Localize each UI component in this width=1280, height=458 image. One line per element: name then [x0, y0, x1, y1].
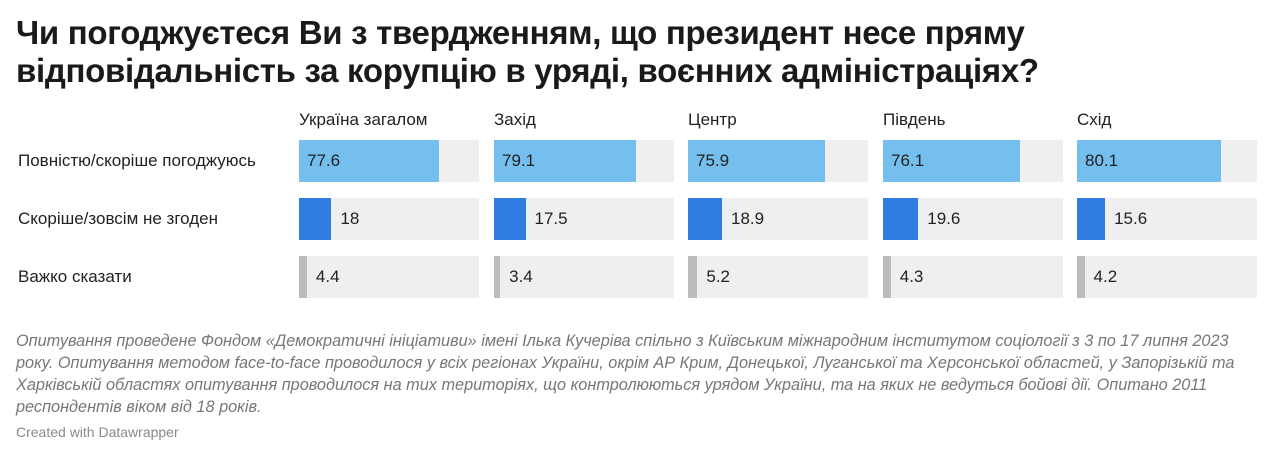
- data-label: 18.9: [731, 209, 765, 228]
- bar: [299, 140, 439, 182]
- bar-track: 4.4: [299, 256, 479, 298]
- chart-area: Повністю/скоріше погоджуюсь Скоріше/зовсі…: [0, 100, 1280, 310]
- bar-track: 4.3: [883, 256, 1063, 298]
- bar: [494, 198, 526, 240]
- row-label: Скоріше/зовсім не згоден: [18, 209, 219, 228]
- bar-track: 3.4: [494, 256, 674, 298]
- data-label: 19.6: [927, 209, 961, 228]
- bar-track: 18.9: [688, 198, 868, 240]
- panel-header: Захід: [494, 110, 536, 129]
- data-label: 5.2: [706, 267, 730, 286]
- chart-note: Опитування проведене Фондом «Демократичн…: [16, 332, 1235, 416]
- bar-track: 19.6: [883, 198, 1063, 240]
- bar: [1077, 198, 1106, 240]
- row-label: Важко сказати: [18, 267, 132, 286]
- bar: [1077, 256, 1085, 298]
- bar: [299, 256, 307, 298]
- panel-header: Україна загалом: [299, 110, 428, 129]
- bar: [688, 256, 698, 298]
- panel-header: Центр: [688, 110, 737, 129]
- datawrapper-credit: Created with Datawrapper: [16, 424, 179, 440]
- row-label: Повністю/скоріше погоджуюсь: [18, 151, 256, 170]
- data-label: 75.9: [696, 151, 730, 170]
- data-label: 4.4: [315, 267, 340, 286]
- bar-track: 80.1: [1077, 140, 1257, 182]
- panel-header: Південь: [883, 110, 946, 129]
- bar: [688, 140, 825, 182]
- bar: [494, 256, 501, 298]
- data-label: 77.6: [307, 151, 341, 170]
- data-label: 17.5: [534, 209, 568, 228]
- bar: [883, 140, 1020, 182]
- data-label: 15.6: [1114, 209, 1148, 228]
- bar: [883, 256, 891, 298]
- bar-track: 18: [299, 198, 479, 240]
- bar: [299, 198, 332, 240]
- bar-track: 79.1: [494, 140, 674, 182]
- data-label: 79.1: [502, 151, 536, 170]
- bar-track: 75.9: [688, 140, 868, 182]
- bar-track: 76.1: [883, 140, 1063, 182]
- bar-track: 77.6: [299, 140, 479, 182]
- data-label: 80.1: [1085, 151, 1119, 170]
- data-label: 3.4: [509, 267, 533, 286]
- bar: [1077, 140, 1222, 182]
- data-label: 4.3: [899, 267, 924, 286]
- bar-track: 15.6: [1077, 198, 1257, 240]
- data-label: 4.2: [1093, 267, 1118, 286]
- bar: [688, 198, 723, 240]
- data-label: 18: [340, 209, 360, 228]
- bar-track: 5.2: [688, 256, 868, 298]
- bar-track: 17.5: [494, 198, 674, 240]
- bar-track: 4.2: [1077, 256, 1257, 298]
- panel-header: Схід: [1077, 110, 1112, 129]
- chart-title: Чи погоджуєтеся Ви з твердженням, що пре…: [16, 14, 1039, 89]
- data-label: 76.1: [891, 151, 925, 170]
- bar: [883, 198, 919, 240]
- bar: [494, 140, 637, 182]
